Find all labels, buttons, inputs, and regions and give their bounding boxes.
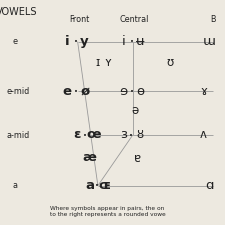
Text: e: e [12,37,17,46]
Text: ȣ: ȣ [136,128,143,142]
Text: •: • [74,89,78,95]
Text: e: e [63,85,72,98]
Text: •: • [95,183,99,189]
Text: i: i [65,35,70,48]
Text: ɘ: ɘ [120,85,128,98]
Text: •: • [129,133,133,139]
Text: ɤ: ɤ [200,85,207,98]
Text: ɵ: ɵ [136,85,144,98]
Text: œ: œ [86,128,101,142]
Text: ʌ: ʌ [200,128,207,142]
Text: a: a [86,179,94,192]
Text: ɑ: ɑ [205,179,214,192]
Text: ɪ: ɪ [96,56,100,70]
Text: •: • [130,39,134,45]
Text: Front: Front [70,15,90,24]
Text: e-mid: e-mid [7,87,30,96]
Text: a-mid: a-mid [7,130,30,140]
Text: a: a [12,181,17,190]
Text: ɶ: ɶ [98,179,110,192]
Text: æ: æ [82,151,96,164]
Text: •: • [130,89,134,95]
Text: ø: ø [80,85,89,98]
Text: ʏ: ʏ [104,56,112,70]
Text: B: B [210,15,215,24]
Text: •: • [74,39,78,45]
Text: ʊ: ʊ [166,56,173,70]
Text: •: • [83,133,87,139]
Text: y: y [80,35,88,48]
Text: VOWELS: VOWELS [0,7,37,17]
Text: Central: Central [119,15,148,24]
Text: Where symbols appear in pairs, the on
to the right represents a rounded vowe: Where symbols appear in pairs, the on to… [50,206,165,218]
Text: i: i [122,35,126,48]
Text: ʉ: ʉ [136,35,144,48]
Text: ɜ: ɜ [120,128,127,142]
Text: ɐ: ɐ [134,152,141,165]
Text: ɛ: ɛ [73,128,80,142]
Text: ɯ: ɯ [203,35,216,48]
Text: ə: ə [131,104,139,117]
